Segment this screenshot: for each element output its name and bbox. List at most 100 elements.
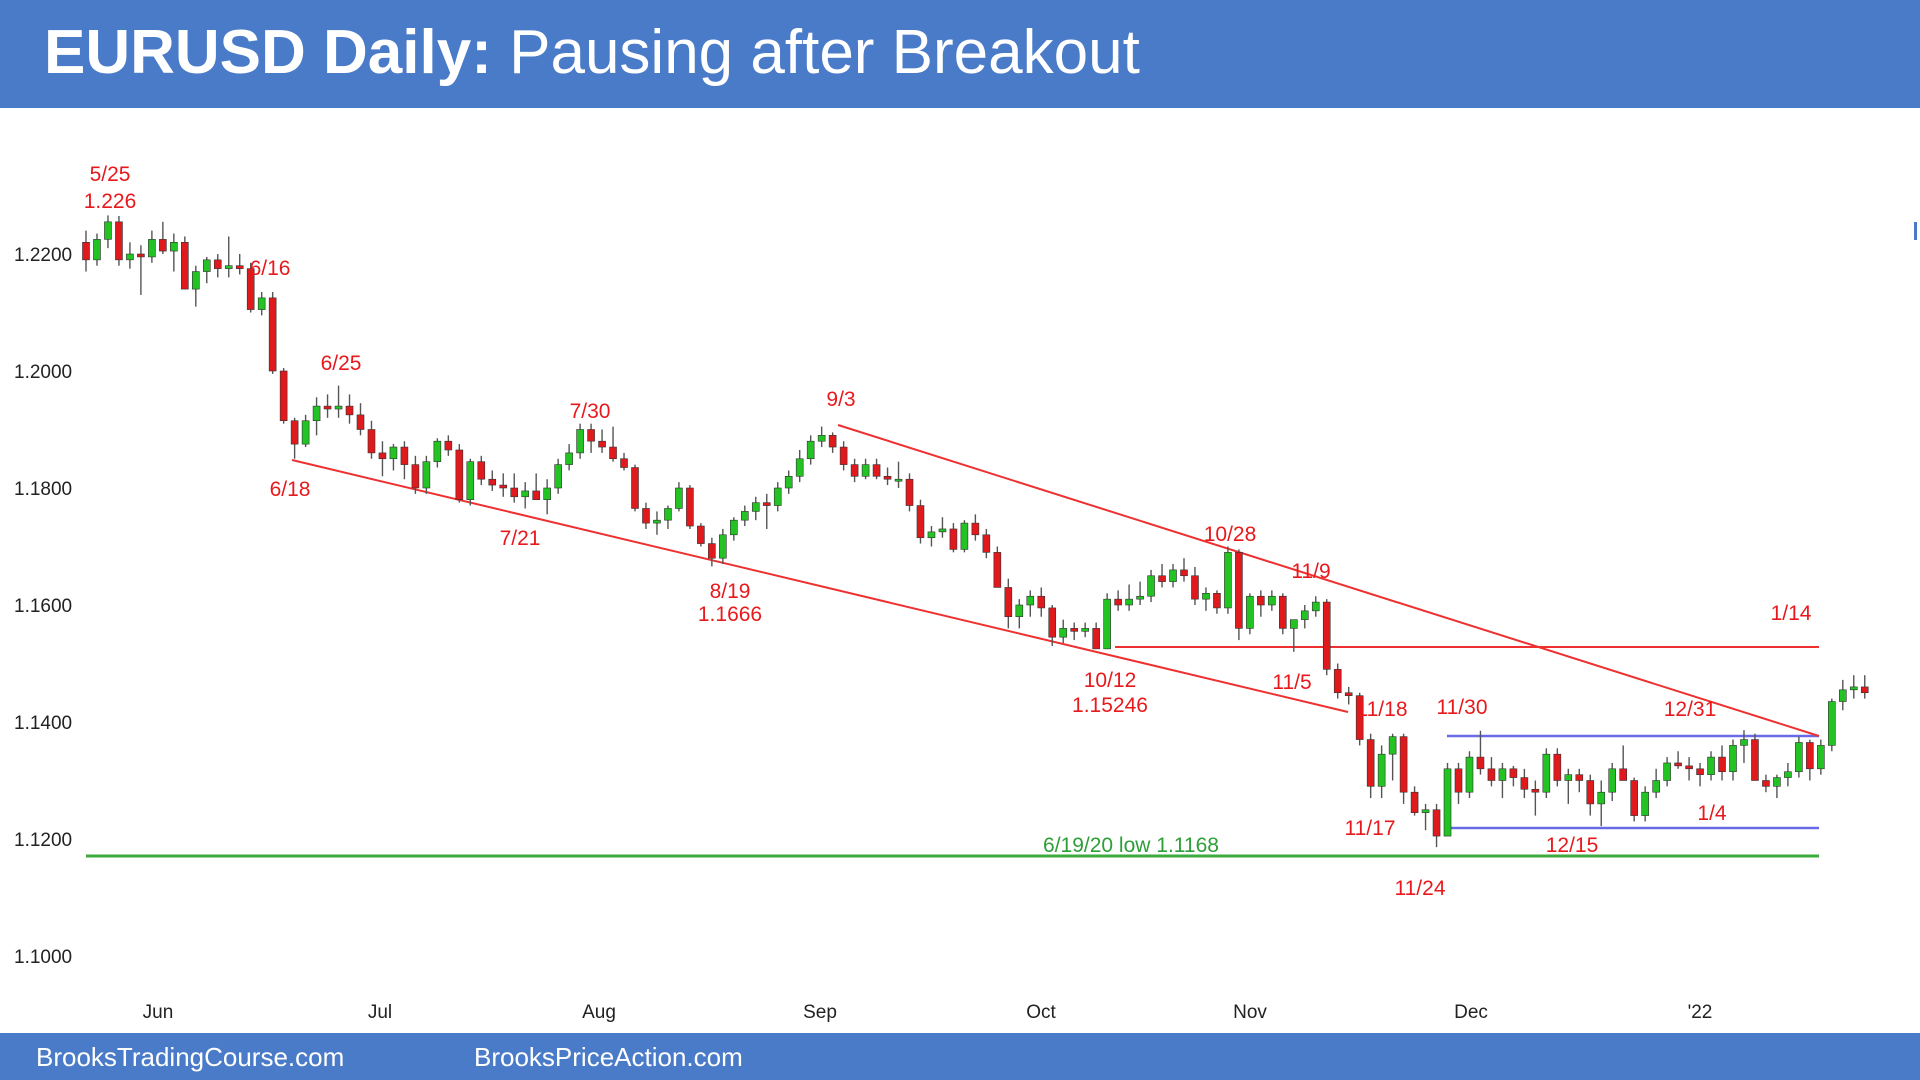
candle-body-down: [1575, 774, 1584, 781]
candle-body-down: [587, 429, 595, 442]
candle-body-up: [664, 508, 672, 521]
candle-body-down: [1004, 587, 1013, 618]
x-tick-label: Jun: [143, 1002, 174, 1023]
candle-body-down: [971, 522, 980, 536]
candlestick-chart: 1.2200 1.2000 1.1800 1.1600 1.1400 1.1200 1.10…: [14, 163, 1917, 1023]
candle-body-up: [653, 519, 661, 524]
annotation-date: 12/31: [1664, 698, 1717, 721]
candle-body-up: [422, 461, 431, 489]
candles: [82, 215, 1869, 848]
candle-body-down: [609, 446, 617, 460]
candle-body-down: [1806, 742, 1814, 770]
candle-body-down: [642, 508, 650, 524]
candle-body-down: [598, 440, 606, 448]
candle-body-up: [466, 461, 475, 500]
candle-body-up: [1147, 575, 1155, 597]
chart-title-bold: EURUSD Daily:: [44, 18, 492, 87]
candle-body-up: [1795, 742, 1803, 773]
candle-body-down: [532, 490, 540, 500]
annotation-date: 6/18: [270, 478, 311, 501]
candle-body-down: [246, 268, 255, 310]
candle-body-up: [1202, 592, 1210, 600]
x-tick-label: Dec: [1454, 1002, 1488, 1023]
annotation-date: 11/24: [1395, 877, 1446, 900]
candle-body-up: [1224, 552, 1232, 609]
candle-body-up: [1597, 791, 1606, 805]
annotation-date: 11/18: [1357, 698, 1408, 721]
candle-body-down: [1191, 575, 1199, 600]
candle-body-up: [1542, 753, 1551, 793]
candle-body-down: [1586, 780, 1595, 805]
candle-body-down: [828, 435, 837, 448]
candle-body-down: [159, 239, 167, 252]
candle-body-down: [1432, 809, 1441, 837]
candle-body-down: [1114, 598, 1122, 606]
candle-body-down: [455, 449, 464, 501]
candle-body-down: [762, 502, 771, 506]
candle-body-down: [444, 440, 453, 451]
chart-title: EURUSD Daily: Pausing after Breakout: [44, 18, 1140, 88]
candle-body-down: [115, 221, 123, 261]
candle-body-up: [576, 429, 584, 454]
support-line-label: 6/19/20 low 1.1168: [1043, 834, 1219, 857]
x-tick-label: '22: [1688, 1002, 1713, 1023]
annotations: 5/25 1.226 6/16 6/18 6/25 7/21 7/30 8/191.1666 9…: [84, 163, 1812, 900]
candle-body-up: [1311, 601, 1320, 612]
candle-body-down: [1860, 686, 1869, 694]
candle-body-down: [1257, 595, 1265, 606]
candle-body-up: [1707, 756, 1715, 775]
candle-body-up: [1015, 604, 1024, 617]
candle-body-down: [1685, 765, 1693, 770]
candle-body-down: [488, 478, 497, 486]
candle-body-up: [301, 420, 310, 445]
candle-body-down: [1454, 768, 1463, 793]
candle-body-up: [1608, 768, 1617, 793]
candle-body-down: [1531, 788, 1540, 793]
candle-body-down: [1509, 768, 1518, 778]
candle-body-up: [1652, 780, 1660, 793]
footer-right-site[interactable]: BrooksPriceAction.com: [474, 1042, 743, 1072]
candle-body-down: [1553, 753, 1562, 781]
candle-body-up: [93, 239, 101, 261]
edge-marker: [1914, 222, 1917, 240]
candle-body-up: [1498, 768, 1507, 781]
candle-body-down: [1674, 762, 1682, 767]
candle-body-up: [1136, 595, 1144, 600]
candle-body-down: [499, 484, 508, 489]
candle-body-down: [400, 446, 409, 465]
candle-body-down: [686, 487, 694, 527]
candle-body-down: [510, 487, 519, 498]
candle-body-down: [905, 478, 914, 506]
candle-body-up: [1729, 745, 1737, 773]
candle-body-up: [1817, 745, 1825, 770]
candle-body-down: [916, 505, 925, 539]
annotation-date: 10/12: [1084, 669, 1137, 692]
candle-body-down: [1213, 592, 1221, 609]
candle-body-down: [137, 253, 145, 258]
candle-body-down: [883, 475, 892, 480]
candle-body-up: [806, 440, 815, 460]
candle-body-up: [565, 452, 573, 465]
candle-body-up: [148, 239, 156, 258]
annotation-value: 1.1666: [698, 603, 762, 626]
candle-body-down: [1366, 739, 1375, 787]
annotation-date: 9/3: [826, 388, 855, 411]
candle-body-up: [740, 511, 749, 521]
x-tick-label: Sep: [803, 1002, 837, 1023]
candle-body-down: [367, 429, 376, 454]
footer-left-site[interactable]: BrooksTradingCourse.com: [36, 1042, 345, 1072]
candle-body-up: [927, 531, 936, 539]
annotation-date: 5/25: [90, 163, 131, 186]
candle-body-down: [1070, 628, 1078, 632]
candle-body-up: [795, 458, 804, 477]
candle-body-down: [1180, 569, 1188, 577]
candle-body-up: [543, 487, 551, 500]
candle-body-up: [894, 478, 903, 482]
candle-body-down: [477, 461, 486, 480]
candle-body-down: [213, 259, 222, 269]
annotation-date: 8/19: [710, 580, 751, 603]
candle-body-up: [389, 446, 398, 460]
candle-body-up: [1059, 628, 1068, 638]
candle-body-down: [1037, 595, 1046, 609]
candle-body-down: [1696, 768, 1704, 775]
